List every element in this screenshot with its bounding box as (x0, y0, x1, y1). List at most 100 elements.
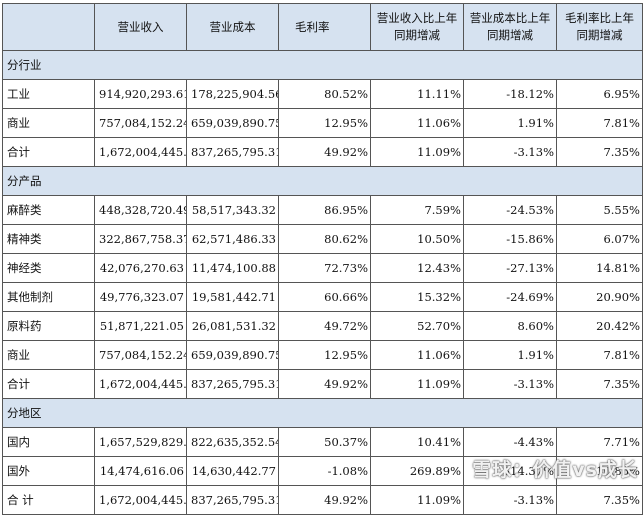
row-label: 其他制剂 (2, 282, 95, 312)
table-cell: -3.13% (463, 137, 557, 167)
table-cell: 448,328,720.49 (94, 195, 187, 225)
table-cell: 659,039,890.75 (186, 108, 279, 138)
table-cell: -27.13% (463, 253, 557, 283)
table-cell: 26,081,531.32 (186, 311, 279, 341)
table-cell: 5.55% (556, 195, 643, 225)
table-cell: -10.85% (556, 456, 643, 486)
table-cell: 11.09% (370, 369, 464, 399)
table-cell: 11.06% (370, 340, 464, 370)
row-label: 原料药 (2, 311, 95, 341)
row-label: 合计 (2, 369, 95, 399)
table-cell: -1.08% (278, 456, 371, 486)
table-cell: 15.32% (370, 282, 464, 312)
row-label: 合 计 (2, 485, 95, 515)
table-cell: 757,084,152.24 (94, 108, 187, 138)
table-cell: 58,517,343.32 (186, 195, 279, 225)
table-row: 商业 757,084,152.24 659,039,890.75 12.95% 11.0… (2, 108, 643, 138)
table-cell: 11.11% (370, 79, 464, 109)
row-label: 合计 (2, 137, 95, 167)
table-cell: 757,084,152.24 (94, 340, 187, 370)
table-cell: 7.81% (556, 340, 643, 370)
section-title: 分地区 (2, 398, 643, 428)
section-title: 分行业 (2, 50, 643, 80)
table-cell: 11.06% (370, 108, 464, 138)
table-cell: 8.60% (463, 311, 557, 341)
table-cell: 1,672,004,445.85 (94, 369, 187, 399)
table-cell: 49.92% (278, 369, 371, 399)
header-revenue: 营业收入 (94, 3, 187, 51)
table-row: 合 计1,672,004,445.85837,265,795.3149.92%1… (2, 485, 643, 515)
table-cell: -4.43% (463, 427, 557, 457)
table-cell: 49.92% (278, 485, 371, 515)
table-cell: 10.41% (370, 427, 464, 457)
section-row: 分行业 (2, 50, 643, 80)
row-label: 工业 (2, 79, 95, 109)
table-cell: 10.50% (370, 224, 464, 254)
table-cell: 11.09% (370, 137, 464, 167)
table-cell: 49.72% (278, 311, 371, 341)
table-cell: 51,871,221.05 (94, 311, 187, 341)
row-label: 商业 (2, 108, 95, 138)
table-cell: 12.43% (370, 253, 464, 283)
table-row: 其他制剂 49,776,323.07 19,581,442.71 60.66% 15.3… (2, 282, 643, 312)
table-cell: 7.81% (556, 108, 643, 138)
table-cell: 14.81% (556, 253, 643, 283)
revenue-cost-table: 营业收入 营业成本 毛利率 营业收入比上年同期增减 营业成本比上年同期增减 毛利… (2, 3, 643, 515)
table-cell: 62,571,486.33 (186, 224, 279, 254)
header-margin-yoy: 毛利率比上年同期增减 (556, 3, 643, 51)
section-row: 分产品 (2, 166, 643, 196)
table-cell: 1.91% (463, 108, 557, 138)
table-cell: 7.35% (556, 369, 643, 399)
table-cell: 322,867,758.37 (94, 224, 187, 254)
table-cell: 60.66% (278, 282, 371, 312)
table-cell: -3.13% (463, 485, 557, 515)
table-cell: 49.92% (278, 137, 371, 167)
row-label: 商业 (2, 340, 95, 370)
table-row: 合计1,672,004,445.85837,265,795.3149.92%11… (2, 369, 643, 399)
table-cell: 11,474,100.88 (186, 253, 279, 283)
section-row: 分地区 (2, 398, 643, 428)
table-cell: -3.13% (463, 369, 557, 399)
table-cell: 12.95% (278, 108, 371, 138)
table-cell: 20.90% (556, 282, 643, 312)
table-cell: 837,265,795.31 (186, 369, 279, 399)
table-cell: -15.86% (463, 224, 557, 254)
table-cell: 178,225,904.56 (186, 79, 279, 109)
table-row: 工业 914,920,293.61 178,225,904.56 80.52% 11.1… (2, 79, 643, 109)
table-cell: 6.07% (556, 224, 643, 254)
table-row: 国内1,657,529,829.79822,635,352.5450.37%10… (2, 427, 643, 457)
table-cell: 19,581,442.71 (186, 282, 279, 312)
row-label: 精神类 (2, 224, 95, 254)
table-cell: 14,630,442.77 (186, 456, 279, 486)
header-blank (2, 3, 95, 51)
table-cell: 72.73% (278, 253, 371, 283)
table-cell: 80.62% (278, 224, 371, 254)
table-cell: 1,672,004,445.85 (94, 137, 187, 167)
table-cell: 659,039,890.75 (186, 340, 279, 370)
table-cell: 14,474,616.06 (94, 456, 187, 486)
table-cell: 86.95% (278, 195, 371, 225)
row-label: 神经类 (2, 253, 95, 283)
header-revenue-yoy: 营业收入比上年同期增减 (370, 3, 464, 51)
header-row: 营业收入 营业成本 毛利率 营业收入比上年同期增减 营业成本比上年同期增减 毛利… (2, 3, 643, 51)
table-cell: 1,657,529,829.79 (94, 427, 187, 457)
table-row: 国外 14,474,616.06 14,630,442.77 -1.08% 269.89… (2, 456, 643, 486)
header-gross-margin: 毛利率 (278, 3, 371, 51)
table-row: 商业 757,084,152.24 659,039,890.75 12.95% 11.0… (2, 340, 643, 370)
table-cell: 50.37% (278, 427, 371, 457)
table-cell: 42,076,270.63 (94, 253, 187, 283)
table-cell: 822,635,352.54 (186, 427, 279, 457)
table-body: 分行业 工业 914,920,293.61 178,225,904.56 80.52% 1… (2, 50, 643, 515)
table-cell: 52.70% (370, 311, 464, 341)
table-cell: 7.35% (556, 137, 643, 167)
table-cell: 11.09% (370, 485, 464, 515)
table-cell: 269.89% (370, 456, 464, 486)
table-cell: 7.59% (370, 195, 464, 225)
table-cell: 837,265,795.31 (186, 137, 279, 167)
table-row: 麻醉类 448,328,720.49 58,517,343.32 86.95% 7.59… (2, 195, 643, 225)
row-label: 国外 (2, 456, 95, 486)
header-cost: 营业成本 (186, 3, 279, 51)
table-cell: -24.69% (463, 282, 557, 312)
row-label: 国内 (2, 427, 95, 457)
table-row: 合计1,672,004,445.85837,265,795.3149.92%11… (2, 137, 643, 167)
